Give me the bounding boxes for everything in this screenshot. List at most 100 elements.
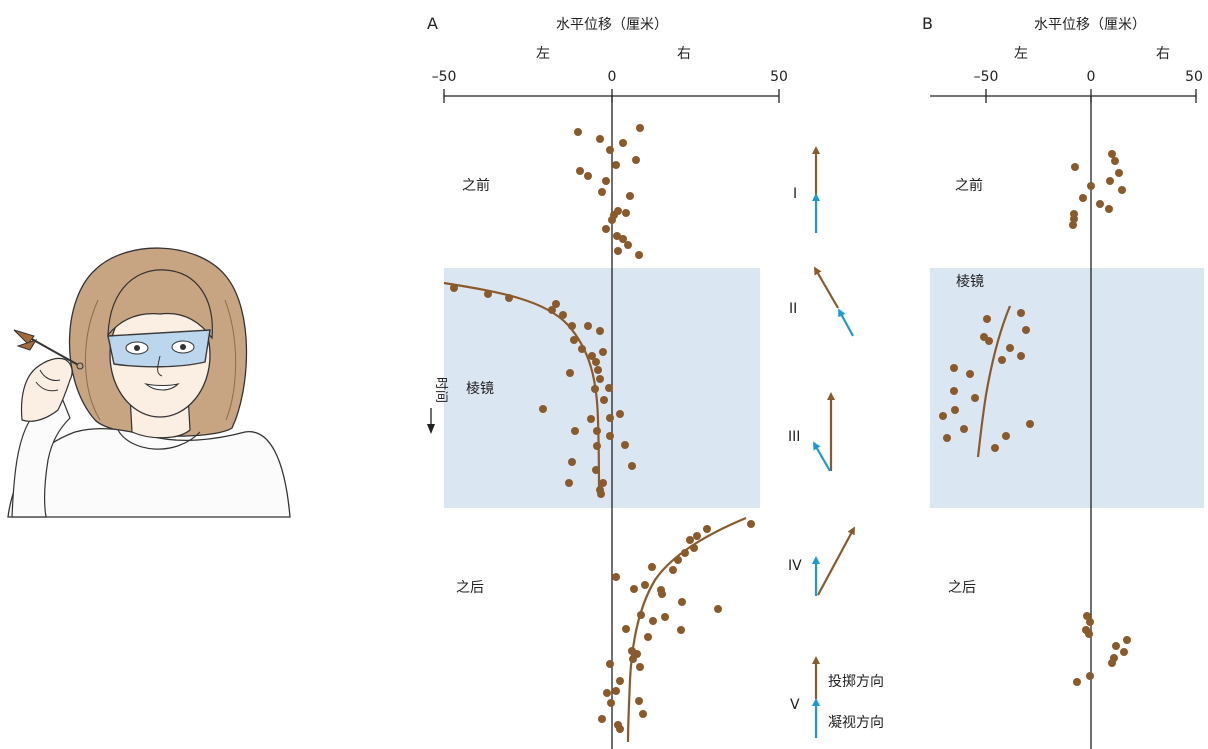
panel-a-dart-point bbox=[661, 613, 669, 621]
panel-b-dart-point bbox=[1112, 642, 1120, 650]
panel-a-dart-point bbox=[571, 427, 579, 435]
panel-b-prism-band bbox=[930, 268, 1204, 508]
panel-a-tick-label-50: 50 bbox=[770, 69, 788, 85]
panel-a-phase-after: 之后 bbox=[456, 580, 484, 596]
panel-b-dart-point bbox=[1108, 150, 1116, 158]
panel-a-dart-point bbox=[632, 156, 640, 164]
panel-a-dart-point bbox=[674, 556, 682, 564]
panel-a-phase-prism: 棱镜 bbox=[466, 381, 494, 397]
arrow-row-label-i: I bbox=[793, 186, 797, 202]
arrow-row-label-ii: II bbox=[789, 301, 797, 317]
panel-b-phase-prism: 棱镜 bbox=[956, 274, 984, 290]
panel-a-dart-point bbox=[614, 207, 622, 215]
panel-a-dart-point bbox=[703, 525, 711, 533]
panel-a-dart-point bbox=[677, 626, 685, 634]
panel-a-dart-point bbox=[608, 216, 616, 224]
throw-direction-arrow-ii bbox=[816, 270, 838, 308]
panel-a-letter: A bbox=[427, 14, 438, 33]
panel-b-left-word: 左 bbox=[1014, 46, 1028, 62]
panel-a-dart-point bbox=[669, 566, 677, 574]
panel-a-dart-point bbox=[649, 617, 657, 625]
panel-a-dart-point bbox=[548, 306, 556, 314]
panel-a-dart-point bbox=[596, 135, 604, 143]
panel-a-dart-point bbox=[629, 655, 637, 663]
woman-with-prism-goggles-illustration bbox=[8, 248, 290, 517]
panel-a-dart-point bbox=[624, 241, 632, 249]
panel-a-dart-point bbox=[616, 410, 624, 418]
panel-a-dart-point bbox=[628, 462, 636, 470]
arrow-row-label-iv: IV bbox=[788, 558, 802, 574]
panel-a-phase-before: 之前 bbox=[462, 177, 490, 194]
arrow-row-label-iii: III bbox=[788, 429, 800, 445]
panel-a-dart-point bbox=[574, 128, 582, 136]
panel-a-dart-point bbox=[597, 490, 605, 498]
panel-a-dart-point bbox=[591, 385, 599, 393]
panel-a-dart-point bbox=[614, 247, 622, 255]
panel-a-tick-label-minus50: –50 bbox=[432, 69, 457, 85]
panel-b-tick-label-minus50: –50 bbox=[974, 69, 999, 85]
panel-a-dart-point bbox=[592, 358, 600, 366]
panel-b-dart-point bbox=[1002, 432, 1010, 440]
panel-b-dart-point bbox=[1106, 177, 1114, 185]
panel-b-right-word: 右 bbox=[1156, 46, 1170, 62]
panel-b-phase-after: 之后 bbox=[948, 580, 976, 596]
panel-a-dart-point bbox=[568, 322, 576, 330]
panel-a-dart-point bbox=[598, 188, 606, 196]
panel-a-dart-point bbox=[626, 192, 634, 200]
gaze-direction-arrow-iii bbox=[815, 445, 830, 471]
panel-a-dart-point bbox=[594, 366, 602, 374]
legend-gaze-label: 凝视方向 bbox=[828, 715, 884, 731]
panel-b-tick-label-0: 0 bbox=[1087, 69, 1096, 85]
panel-b-dart-point bbox=[951, 406, 959, 414]
panel-b-dart-point bbox=[1087, 182, 1095, 190]
gaze-direction-arrow-ii bbox=[840, 312, 853, 336]
panel-a-dart-point bbox=[637, 611, 645, 619]
panel-a-dart-point bbox=[598, 715, 606, 723]
panel-a-tick-label-0: 0 bbox=[608, 69, 617, 85]
panel-a-dart-point bbox=[600, 396, 608, 404]
panel-a-dart-point bbox=[565, 479, 573, 487]
panel-a-dart-point bbox=[568, 458, 576, 466]
panel-a-dart-point bbox=[622, 625, 630, 633]
panel-a-dart-point bbox=[505, 294, 513, 302]
panel-a-dart-point bbox=[606, 432, 614, 440]
panel-a-dart-point bbox=[584, 172, 592, 180]
panel-a-right-word: 右 bbox=[677, 46, 691, 62]
panel-a-dart-point bbox=[686, 536, 694, 544]
panel-b-dart-point bbox=[1069, 221, 1077, 229]
time-arrow-head bbox=[427, 424, 435, 434]
panel-b-dart-point bbox=[1086, 672, 1094, 680]
panel-b-dart-point bbox=[1111, 157, 1119, 165]
panel-a-dart-point bbox=[639, 710, 647, 718]
panel-b-dart-point bbox=[1115, 169, 1123, 177]
panel-b-dart-point bbox=[950, 387, 958, 395]
panel-a-dart-point bbox=[612, 687, 620, 695]
panel-b-dart-point bbox=[1073, 678, 1081, 686]
panel-b-dart-point bbox=[1105, 205, 1113, 213]
panel-a-dart-point bbox=[587, 415, 595, 423]
panel-b-dart-point bbox=[966, 370, 974, 378]
panel-a-dart-point bbox=[622, 209, 630, 217]
panel-b-dart-point bbox=[1022, 326, 1030, 334]
legend-throw-label: 投掷方向 bbox=[828, 674, 884, 690]
panel-b-dart-point bbox=[1123, 636, 1131, 644]
panel-a-dart-point bbox=[539, 405, 547, 413]
panel-a-dart-point bbox=[592, 466, 600, 474]
panel-b-dart-point bbox=[960, 425, 968, 433]
panel-a-dart-point bbox=[596, 375, 604, 383]
panel-b-tick-label-50: 50 bbox=[1185, 69, 1203, 85]
panel-b-dart-point bbox=[991, 444, 999, 452]
throw-gaze-arrows: I II III IV V 投掷方向 凝视方向 bbox=[788, 150, 884, 738]
panel-b-dart-point bbox=[1006, 344, 1014, 352]
panel-b-dart-point bbox=[1096, 200, 1104, 208]
panel-a-dart-point bbox=[693, 532, 701, 540]
panel-b-dart-point bbox=[998, 356, 1006, 364]
panel-a-dart-point bbox=[603, 689, 611, 697]
panel-b-dart-point bbox=[983, 315, 991, 323]
panel-a-dart-point bbox=[602, 225, 610, 233]
panel-a-dart-point bbox=[578, 345, 586, 353]
panel-a-dart-point bbox=[606, 414, 614, 422]
panel-a-dart-point bbox=[641, 581, 649, 589]
panel-a-dart-point bbox=[616, 725, 624, 733]
throw-direction-arrow-iv bbox=[818, 530, 853, 595]
